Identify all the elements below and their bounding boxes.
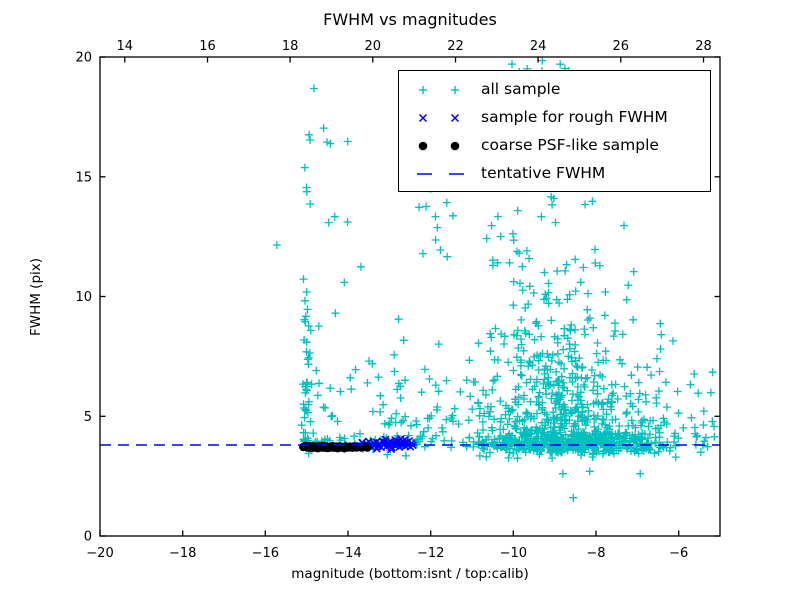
y-axis-label: FWHM (pix) [28, 257, 44, 337]
x-top-tick-label: 18 [282, 39, 299, 54]
scatter-psf-like-sample [299, 441, 372, 453]
legend-entry-psf-sample: coarse PSF-like sample [411, 132, 704, 159]
y-tick-label: 5 [84, 410, 92, 425]
x-top-tick-label: 26 [613, 39, 630, 54]
x-top-tick-label: 22 [447, 39, 464, 54]
x-top-tick-label: 14 [117, 39, 134, 54]
legend-label-rough-fwhm: sample for rough FWHM [481, 108, 668, 126]
dot-glyph [418, 141, 460, 151]
y-tick-label: 20 [75, 51, 92, 66]
y-tick-label: 10 [75, 290, 92, 305]
x-bottom-tick-label: −10 [500, 546, 527, 561]
x-axis-label: magnitude (bottom:isnt / top:calib) [291, 566, 529, 582]
dot-marker-icon [411, 138, 475, 152]
legend-entry-all-sample: all sample [411, 76, 704, 103]
scatter-all-sample [272, 56, 719, 502]
x-bottom-tick-label: −14 [334, 546, 361, 561]
x-top-tick-label: 20 [365, 39, 382, 54]
x-bottom-tick-label: −12 [417, 546, 444, 561]
y-tick-label: 15 [75, 170, 92, 185]
x-bottom-tick-label: −8 [586, 546, 605, 561]
legend: all sample sample for rough FWHM coarse … [398, 70, 711, 192]
legend-label-psf-sample: coarse PSF-like sample [481, 136, 659, 154]
cross-glyph [418, 113, 460, 123]
plus-marker-icon [411, 82, 475, 96]
x-bottom-tick-label: −18 [169, 546, 196, 561]
y-tick-label: 0 [84, 530, 92, 545]
dashes-glyph [417, 173, 467, 175]
legend-entry-rough-fwhm: sample for rough FWHM [411, 104, 704, 131]
x-top-tick-label: 24 [530, 39, 547, 54]
x-top-tick-label: 16 [199, 39, 216, 54]
x-bottom-tick-label: −16 [252, 546, 279, 561]
dashed-line-icon [411, 166, 475, 180]
legend-label-tentative-fwhm: tentative FWHM [481, 164, 606, 182]
x-top-tick-label: 28 [695, 39, 712, 54]
x-bottom-tick-label: −6 [669, 546, 688, 561]
legend-label-all-sample: all sample [481, 80, 561, 98]
x-bottom-tick-label: −20 [86, 546, 113, 561]
cross-marker-icon [411, 110, 475, 124]
plus-glyph [419, 86, 459, 94]
psf-sample-point [363, 443, 372, 452]
legend-entry-tentative-fwhm: tentative FWHM [411, 160, 704, 187]
chart-title: FWHM vs magnitudes [323, 10, 497, 29]
